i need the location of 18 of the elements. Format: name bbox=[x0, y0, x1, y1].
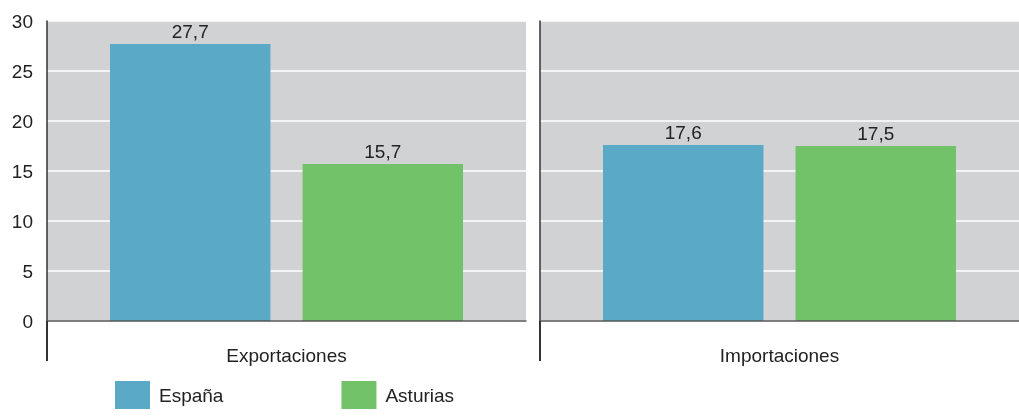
y-tick-label: 20 bbox=[11, 110, 33, 132]
legend-label: España bbox=[159, 384, 224, 406]
y-tick-label: 5 bbox=[22, 260, 33, 282]
data-label: 27,7 bbox=[171, 21, 209, 42]
bar bbox=[602, 145, 764, 321]
x-tick-label: Exportaciones bbox=[226, 345, 347, 366]
y-tick-label: 15 bbox=[11, 160, 33, 182]
x-tick-label: Importaciones bbox=[719, 345, 840, 366]
y-tick-label: 10 bbox=[11, 210, 33, 232]
data-label: 15,7 bbox=[364, 141, 402, 162]
y-tick-label: 0 bbox=[22, 310, 33, 332]
y-tick-label: 25 bbox=[11, 60, 33, 82]
bar bbox=[302, 164, 464, 321]
legend-label: Asturias bbox=[385, 384, 455, 406]
y-tick-label: 30 bbox=[11, 10, 33, 32]
bar bbox=[795, 146, 957, 321]
data-label: 17,5 bbox=[857, 123, 895, 144]
data-label: 17,6 bbox=[664, 122, 702, 143]
